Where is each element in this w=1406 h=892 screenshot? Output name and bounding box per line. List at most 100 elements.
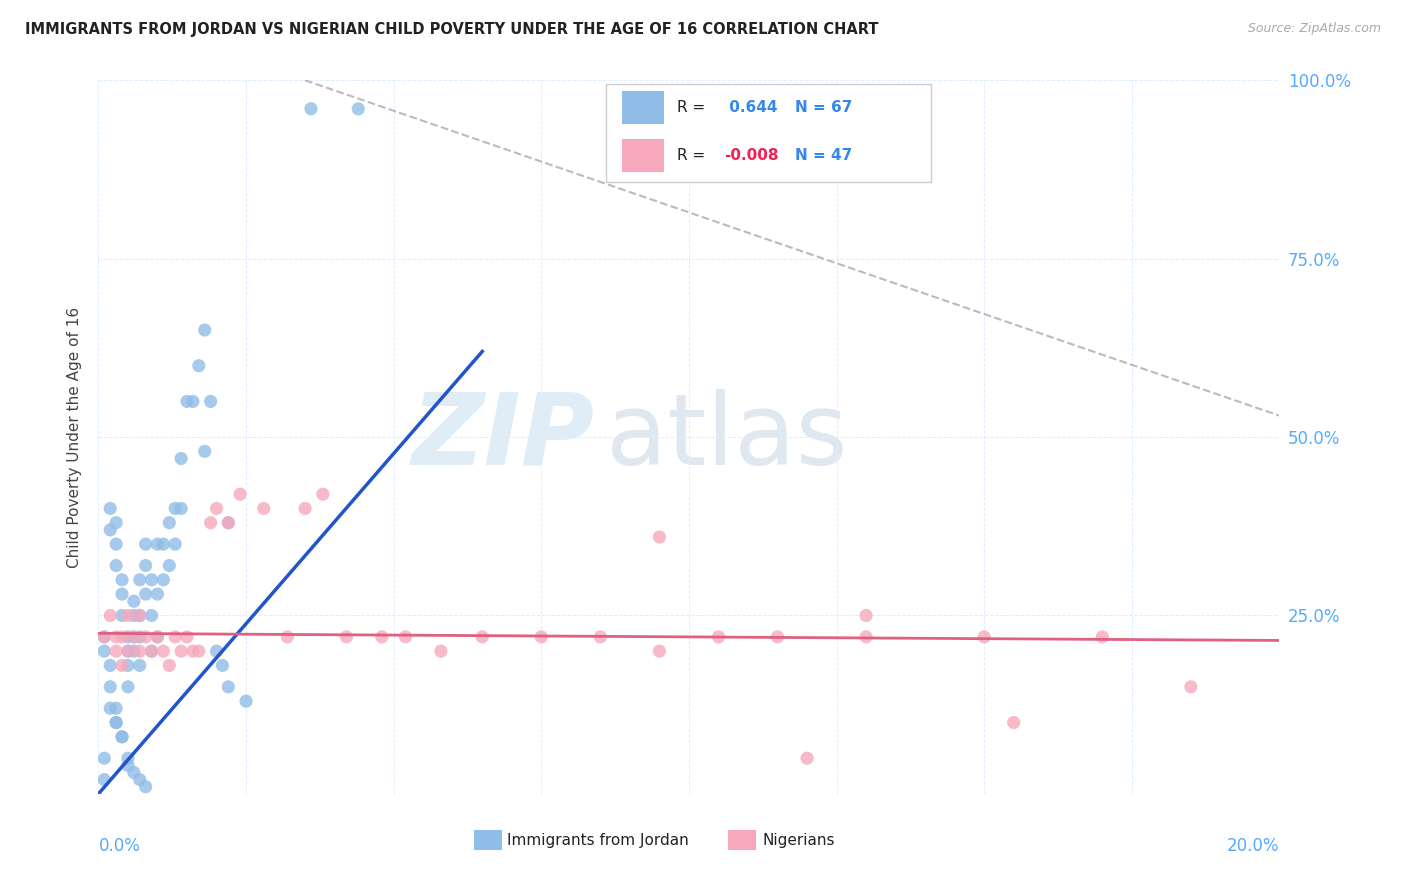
Point bbox=[200, 394, 222, 409]
Point bbox=[205, 644, 228, 658]
Point bbox=[122, 630, 145, 644]
Point bbox=[93, 630, 115, 644]
Point bbox=[430, 644, 453, 658]
Text: ZIP: ZIP bbox=[412, 389, 595, 485]
Point bbox=[128, 644, 150, 658]
Text: R =: R = bbox=[678, 100, 706, 115]
Point bbox=[181, 394, 204, 409]
Point bbox=[855, 630, 877, 644]
Y-axis label: Child Poverty Under the Age of 16: Child Poverty Under the Age of 16 bbox=[67, 307, 83, 567]
Point bbox=[105, 715, 128, 730]
Point bbox=[111, 573, 134, 587]
Point bbox=[165, 501, 187, 516]
Point bbox=[128, 573, 150, 587]
Point bbox=[117, 630, 139, 644]
Point bbox=[105, 630, 128, 644]
Point bbox=[93, 751, 115, 765]
Point bbox=[299, 102, 322, 116]
Point bbox=[93, 630, 115, 644]
Point bbox=[111, 658, 134, 673]
Point bbox=[170, 501, 193, 516]
Point bbox=[128, 608, 150, 623]
Point bbox=[146, 630, 169, 644]
Point bbox=[135, 558, 157, 573]
Point bbox=[394, 630, 416, 644]
Point bbox=[200, 516, 222, 530]
Point bbox=[312, 487, 335, 501]
Text: Immigrants from Jordan: Immigrants from Jordan bbox=[508, 833, 689, 847]
Point bbox=[141, 644, 163, 658]
Point bbox=[111, 608, 134, 623]
Point bbox=[98, 680, 121, 694]
Point bbox=[187, 644, 209, 658]
Point bbox=[229, 487, 252, 501]
Point bbox=[648, 530, 671, 544]
Point bbox=[135, 587, 157, 601]
Point bbox=[165, 630, 187, 644]
Text: N = 67: N = 67 bbox=[796, 100, 852, 115]
Point bbox=[253, 501, 276, 516]
Point bbox=[152, 573, 174, 587]
Point bbox=[93, 644, 115, 658]
Point bbox=[176, 630, 198, 644]
Point bbox=[111, 587, 134, 601]
Text: Source: ZipAtlas.com: Source: ZipAtlas.com bbox=[1247, 22, 1381, 36]
Point bbox=[855, 608, 877, 623]
Point bbox=[135, 630, 157, 644]
FancyBboxPatch shape bbox=[606, 84, 931, 182]
Point bbox=[117, 608, 139, 623]
Point bbox=[1180, 680, 1202, 694]
Point bbox=[105, 516, 128, 530]
Point bbox=[105, 715, 128, 730]
Point bbox=[217, 516, 239, 530]
Text: 20.0%: 20.0% bbox=[1227, 837, 1279, 855]
Point bbox=[181, 644, 204, 658]
Point bbox=[347, 102, 370, 116]
Point bbox=[152, 644, 174, 658]
FancyBboxPatch shape bbox=[728, 830, 756, 850]
Point bbox=[122, 594, 145, 608]
Point bbox=[146, 587, 169, 601]
FancyBboxPatch shape bbox=[621, 139, 664, 171]
Point bbox=[157, 558, 180, 573]
Point bbox=[276, 630, 298, 644]
Text: -0.008: -0.008 bbox=[724, 148, 779, 162]
Point bbox=[235, 694, 257, 708]
Point bbox=[128, 608, 150, 623]
Text: 0.0%: 0.0% bbox=[98, 837, 141, 855]
Point bbox=[128, 658, 150, 673]
Point bbox=[217, 680, 239, 694]
Point bbox=[707, 630, 730, 644]
Point bbox=[165, 537, 187, 551]
Point bbox=[1091, 630, 1114, 644]
Point bbox=[122, 630, 145, 644]
Point bbox=[170, 644, 193, 658]
Point bbox=[648, 644, 671, 658]
Point bbox=[141, 573, 163, 587]
Point bbox=[117, 751, 139, 765]
Point bbox=[122, 608, 145, 623]
Point bbox=[105, 537, 128, 551]
Point bbox=[111, 730, 134, 744]
FancyBboxPatch shape bbox=[621, 91, 664, 124]
Point bbox=[122, 765, 145, 780]
Text: N = 47: N = 47 bbox=[796, 148, 852, 162]
Point bbox=[973, 630, 995, 644]
Point bbox=[141, 608, 163, 623]
Point bbox=[294, 501, 316, 516]
Point bbox=[1002, 715, 1025, 730]
Point bbox=[146, 630, 169, 644]
Point bbox=[157, 658, 180, 673]
Point bbox=[194, 323, 217, 337]
Point bbox=[217, 516, 239, 530]
Point bbox=[105, 644, 128, 658]
Point bbox=[111, 730, 134, 744]
Point bbox=[117, 758, 139, 772]
Point bbox=[371, 630, 394, 644]
Point bbox=[152, 537, 174, 551]
Point bbox=[105, 558, 128, 573]
Point bbox=[135, 780, 157, 794]
Text: IMMIGRANTS FROM JORDAN VS NIGERIAN CHILD POVERTY UNDER THE AGE OF 16 CORRELATION: IMMIGRANTS FROM JORDAN VS NIGERIAN CHILD… bbox=[25, 22, 879, 37]
Point bbox=[128, 772, 150, 787]
Point bbox=[98, 501, 121, 516]
